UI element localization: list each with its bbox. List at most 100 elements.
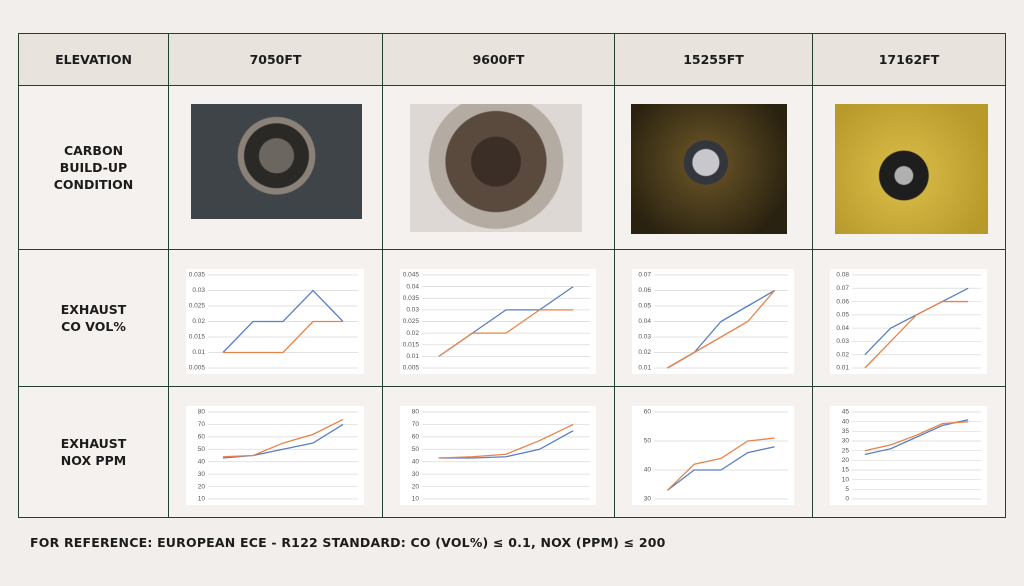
y-tick-label: 0.02	[406, 330, 419, 337]
row-label: EXHAUST CO VOL%	[60, 302, 127, 334]
y-tick-label: 50	[644, 438, 652, 445]
y-tick-label: 20	[412, 483, 420, 490]
line-series	[666, 437, 775, 491]
y-tick-label: 0.01	[638, 365, 651, 372]
y-tick-label: 60	[644, 409, 652, 416]
y-tick-label: 0.05	[836, 312, 849, 319]
line-series	[667, 289, 775, 369]
photo	[835, 104, 988, 234]
row-label-cell: EXHAUST CO VOL%	[18, 249, 169, 387]
y-tick-label: 30	[644, 496, 652, 503]
y-tick-label: 0.035	[189, 272, 206, 279]
y-tick-label: 40	[198, 458, 206, 465]
mini-chart: 0.01 0.02 0.03 0.04 0.05 0.06 0.07 0.08	[830, 269, 987, 374]
y-tick-label: 15	[842, 467, 850, 474]
line-series	[864, 419, 969, 456]
header-cell: 7050FT	[168, 33, 383, 86]
line-series	[864, 300, 969, 369]
y-tick-label: 0.07	[638, 272, 651, 279]
y-tick-label: 20	[198, 483, 206, 490]
line-series	[222, 418, 344, 458]
y-tick-label: 0.07	[836, 285, 849, 292]
row-label: EXHAUST NOX PPM	[60, 436, 127, 468]
y-tick-label: 80	[198, 409, 206, 416]
y-tick-label: 0.04	[638, 318, 651, 325]
y-tick-label: 45	[842, 409, 850, 416]
y-tick-label: 0.01	[192, 349, 205, 356]
header-cell: 17162FT	[812, 33, 1006, 86]
y-tick-label: 0.04	[836, 325, 849, 332]
y-tick-label: 0.03	[638, 334, 651, 341]
y-tick-label: 0.045	[403, 272, 420, 279]
y-tick-label: 10	[412, 496, 420, 503]
line-series	[864, 287, 969, 356]
line-series	[438, 430, 574, 459]
y-tick-label: 40	[412, 458, 420, 465]
y-tick-label: 40	[644, 467, 652, 474]
header-cell: ELEVATION	[18, 33, 169, 86]
mini-chart: 10 20 30 40 50 60 70 80	[400, 406, 596, 505]
line-series	[222, 289, 344, 353]
y-tick-label: 70	[198, 421, 206, 428]
row-label-cell: CARBON BUILD-UP CONDITION	[18, 85, 169, 250]
y-tick-label: 0.03	[192, 287, 205, 294]
row-label-cell: EXHAUST NOX PPM	[18, 386, 169, 518]
mini-chart: 0.005 0.01 0.015 0.02 0.025 0.03 0.035	[186, 269, 364, 374]
mini-chart: 30 40 50 60	[632, 406, 794, 505]
row-label: CARBON BUILD-UP CONDITION	[53, 143, 134, 192]
y-tick-label: 0.01	[406, 353, 419, 360]
y-tick-label: 30	[842, 438, 850, 445]
line-series	[223, 320, 343, 354]
y-tick-label: 0.06	[836, 298, 849, 305]
y-tick-label: 0.035	[403, 295, 420, 302]
y-tick-label: 10	[198, 496, 206, 503]
y-tick-label: 0.04	[406, 283, 419, 290]
header-cell: 15255FT	[614, 33, 813, 86]
y-tick-label: 70	[412, 421, 420, 428]
y-tick-label: 30	[412, 471, 420, 478]
y-tick-label: 25	[842, 447, 850, 454]
mini-chart: 0.01 0.02 0.03 0.04 0.05 0.06 0.07	[632, 269, 794, 374]
y-tick-label: 0.06	[638, 287, 651, 294]
y-tick-label: 0.015	[189, 334, 206, 341]
y-tick-label: 0.005	[403, 365, 420, 372]
y-tick-label: 30	[198, 471, 206, 478]
y-tick-label: 0.05	[638, 303, 651, 310]
photo	[191, 104, 362, 219]
y-tick-label: 5	[845, 486, 849, 493]
y-tick-label: 40	[842, 418, 850, 425]
y-tick-label: 0.03	[836, 338, 849, 345]
y-tick-label: 0.015	[403, 341, 420, 348]
y-tick-label: 0.025	[189, 303, 206, 310]
y-tick-label: 80	[412, 409, 420, 416]
y-tick-label: 35	[842, 428, 850, 435]
footnote: FOR REFERENCE: EUROPEAN ECE - R122 STAND…	[30, 535, 666, 550]
y-tick-label: 0.025	[403, 318, 420, 325]
photo	[631, 104, 787, 234]
y-tick-label: 0.03	[406, 307, 419, 314]
line-series	[438, 309, 574, 357]
y-tick-label: 10	[842, 476, 850, 483]
y-tick-label: 0.01	[836, 365, 849, 372]
y-tick-label: 0.02	[836, 351, 849, 358]
y-tick-label: 60	[412, 434, 420, 441]
y-tick-label: 0.005	[189, 365, 206, 372]
mini-chart: 0.005 0.01 0.015 0.02 0.025 0.03 0.035 0.04 0.04…	[400, 269, 596, 374]
y-tick-label: 0.02	[192, 318, 205, 325]
y-tick-label: 0.02	[638, 349, 651, 356]
y-tick-label: 60	[198, 434, 206, 441]
line-series	[667, 290, 776, 369]
line-series	[667, 446, 775, 491]
mini-chart: 10 20 30 40 50 60 70 80	[186, 406, 364, 505]
y-tick-label: 50	[198, 446, 206, 453]
line-series	[222, 423, 344, 459]
y-tick-label: 50	[412, 446, 420, 453]
line-series	[864, 421, 969, 452]
y-tick-label: 0	[845, 496, 849, 503]
photo	[410, 104, 582, 232]
line-series	[438, 423, 574, 459]
y-tick-label: 0.08	[836, 272, 849, 279]
header-cell: 9600FT	[382, 33, 615, 86]
y-tick-label: 20	[842, 457, 850, 464]
